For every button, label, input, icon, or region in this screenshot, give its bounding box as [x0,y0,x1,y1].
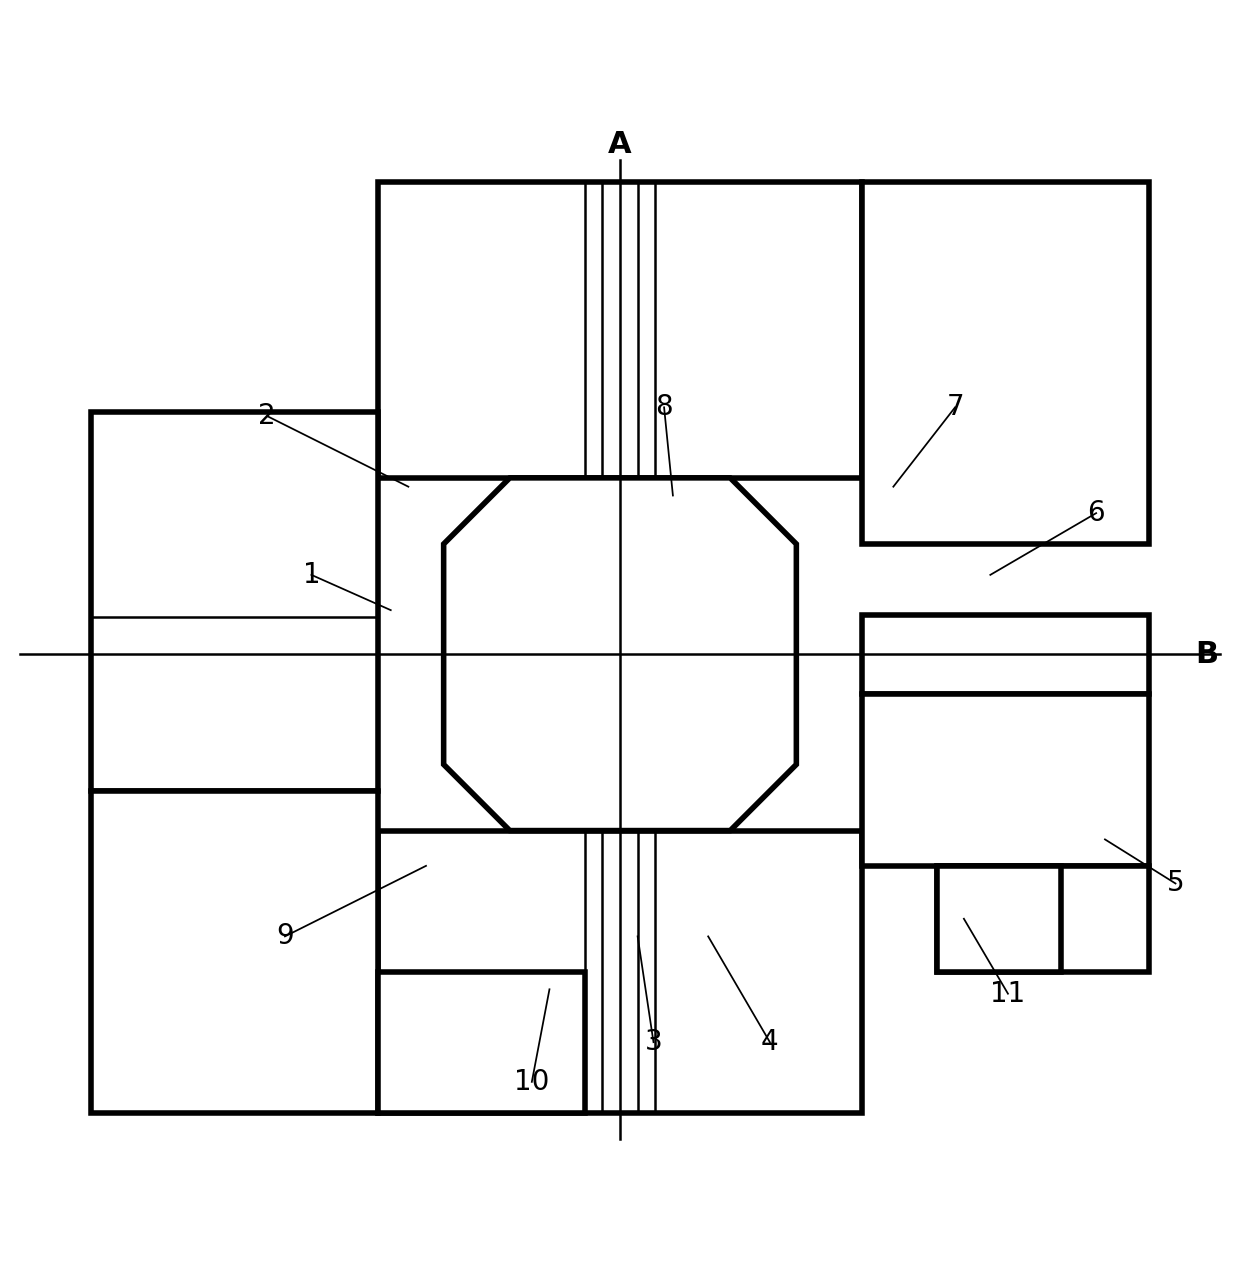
Text: 2: 2 [258,403,277,431]
Polygon shape [937,865,1149,972]
Polygon shape [863,614,1149,694]
Text: 1: 1 [303,560,320,588]
Polygon shape [91,791,377,1113]
Text: 7: 7 [946,394,963,422]
Text: 4: 4 [761,1028,779,1056]
Text: B: B [1195,640,1218,669]
Text: 8: 8 [655,394,673,422]
Text: 10: 10 [515,1068,549,1096]
Polygon shape [91,412,377,791]
Polygon shape [863,182,1149,544]
Text: A: A [608,129,632,159]
Text: 9: 9 [277,922,294,950]
Polygon shape [937,865,1061,972]
Polygon shape [444,478,796,831]
Text: 5: 5 [1167,869,1184,897]
Polygon shape [863,694,1149,865]
Polygon shape [377,182,863,478]
Text: 11: 11 [991,979,1025,1008]
Polygon shape [377,972,585,1113]
Text: 6: 6 [1087,499,1105,527]
Polygon shape [377,831,863,1113]
Text: 3: 3 [645,1028,662,1056]
